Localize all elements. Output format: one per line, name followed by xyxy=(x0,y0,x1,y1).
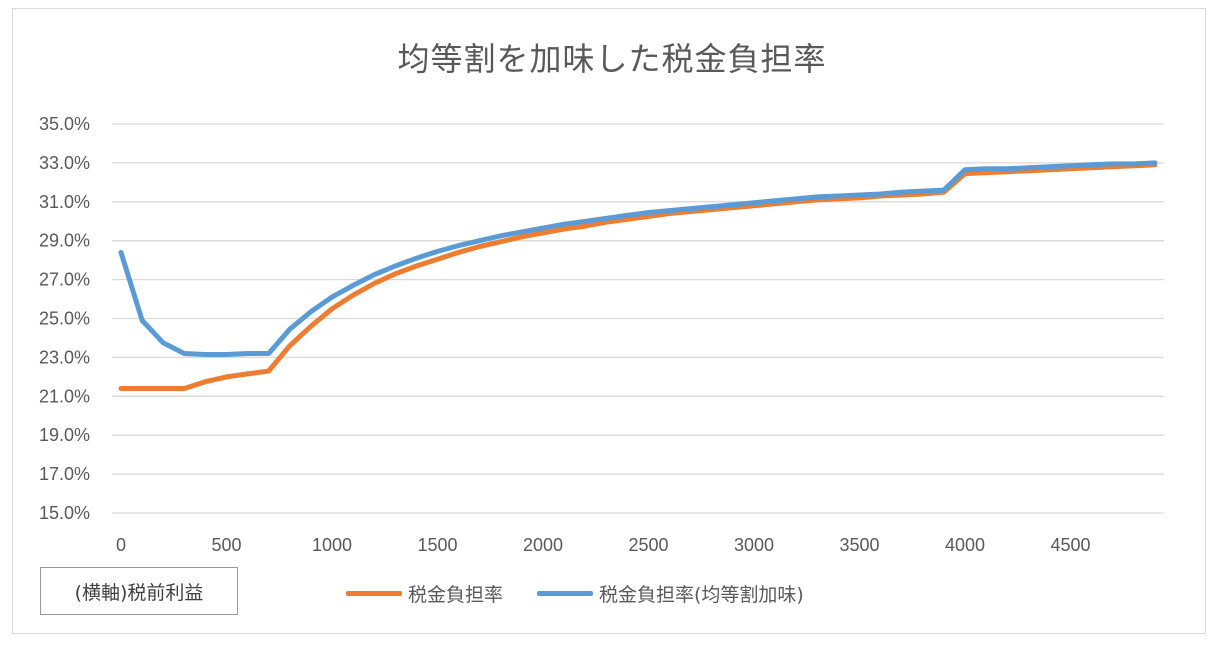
y-tick-label: 27.0% xyxy=(39,270,90,290)
y-tick-label: 29.0% xyxy=(39,231,90,251)
y-tick-label: 17.0% xyxy=(39,464,90,484)
chart-title: 均等割を加味した税金負担率 xyxy=(397,40,827,78)
legend-swatch-blue xyxy=(537,591,594,596)
x-tick-label: 3500 xyxy=(839,535,879,555)
series-line-tax-rate-equal xyxy=(118,160,1158,357)
legend-label-tax-rate-equal: 税金負担率(均等割加味) xyxy=(599,584,804,606)
legend: 税金負担率 税金負担率(均等割加味) xyxy=(346,580,804,607)
series-lines xyxy=(118,160,1158,391)
y-tick-label: 35.0% xyxy=(39,114,90,134)
y-tick-label: 31.0% xyxy=(39,192,90,212)
y-tick-label: 21.0% xyxy=(39,386,90,406)
legend-swatch-orange xyxy=(346,591,402,596)
legend-item-tax-rate-equal: 税金負担率(均等割加味) xyxy=(537,580,804,607)
y-tick-label: 15.0% xyxy=(39,503,90,523)
x-tick-label: 4000 xyxy=(945,535,985,555)
series-line-tax-rate xyxy=(118,162,1158,391)
x-tick-label: 0 xyxy=(116,535,126,555)
x-tick-label: 3000 xyxy=(734,535,774,555)
y-axis-labels: 15.0% 17.0% 19.0% 21.0% 23.0% 25.0% 27.0% 29.0%… xyxy=(39,114,90,523)
x-axis-labels: 0 500 1000 1500 2000 2500 3000 3500 4000 4500 xyxy=(116,535,1091,555)
x-tick-label: 2500 xyxy=(628,535,668,555)
x-tick-label: 2000 xyxy=(523,535,563,555)
legend-label-tax-rate: 税金負担率 xyxy=(408,584,504,606)
gridlines xyxy=(112,123,1164,514)
x-tick-label: 500 xyxy=(211,535,241,555)
x-tick-label: 4500 xyxy=(1050,535,1090,555)
x-tick-label: 1500 xyxy=(417,535,457,555)
y-tick-label: 33.0% xyxy=(39,153,90,173)
y-tick-label: 25.0% xyxy=(39,309,90,329)
x-tick-label: 1000 xyxy=(312,535,352,555)
x-axis-title: (横軸)税前利益 xyxy=(40,567,238,615)
y-tick-label: 23.0% xyxy=(39,347,90,367)
y-tick-label: 19.0% xyxy=(39,425,90,445)
chart-frame xyxy=(12,8,1206,634)
legend-item-tax-rate: 税金負担率 xyxy=(346,580,503,607)
x-axis-title-text: (横軸)税前利益 xyxy=(74,581,204,604)
